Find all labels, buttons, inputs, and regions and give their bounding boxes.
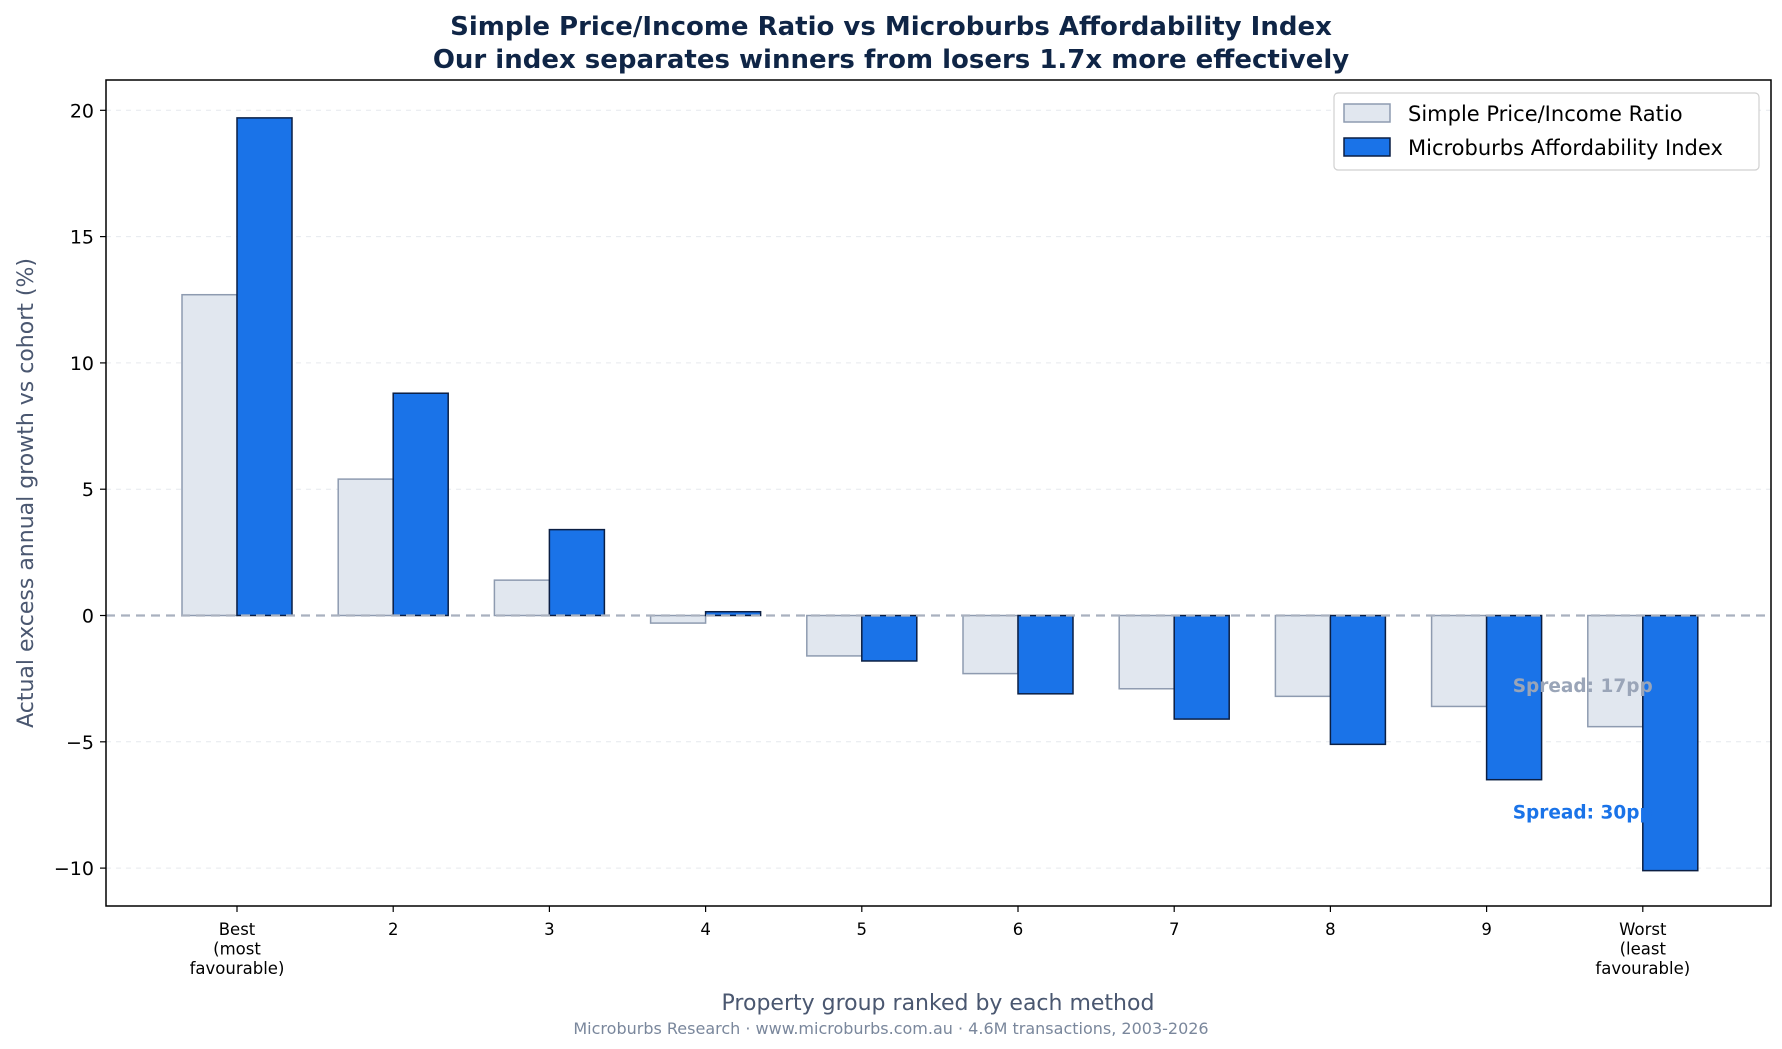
bar-series-0 <box>337 478 394 617</box>
y-tick-label: 10 <box>70 353 94 375</box>
plot-area-frame <box>105 79 1772 907</box>
bar-series-0 <box>962 614 1019 675</box>
bar-series-1 <box>1173 614 1230 720</box>
bar-series-0 <box>649 614 707 624</box>
y-axis-label: Actual excess annual growth vs cohort (%… <box>14 258 39 728</box>
bar-series-0 <box>1587 614 1644 728</box>
y-tick-label: 15 <box>70 227 94 249</box>
x-tick-label: 9 <box>1481 920 1492 939</box>
bar-series-0 <box>806 614 863 657</box>
bar-series-1 <box>704 610 762 617</box>
legend-label-series-1: Microburbs Affordability Index <box>1408 136 1723 160</box>
footer-source: Microburbs Research · www.microburbs.com… <box>573 1019 1208 1038</box>
legend-swatch-series-1 <box>1343 137 1391 157</box>
x-tick-label: 2 <box>388 920 399 939</box>
bar-series-1 <box>1329 614 1387 746</box>
bar-series-0 <box>1274 614 1332 698</box>
y-tick-label: 5 <box>82 479 94 501</box>
bar-series-1 <box>236 117 293 617</box>
y-axis-ticks: 20 15 10 5 0 −5 −10 <box>54 100 106 880</box>
bar-series-1 <box>861 614 918 662</box>
x-tick-label: Best (most favourable) <box>190 920 285 978</box>
bar-series-1 <box>1017 614 1074 695</box>
x-tick-label: 6 <box>1013 920 1024 939</box>
x-tick-label: 5 <box>857 920 868 939</box>
y-tick-label: 0 <box>82 606 94 628</box>
bar-series-0 <box>1430 614 1488 708</box>
bar-series-0 <box>181 293 238 617</box>
x-tick-label: 3 <box>544 920 555 939</box>
x-tick-label: 8 <box>1325 920 1336 939</box>
chart-title-line1: Simple Price/Income Ratio vs Microburbs … <box>450 12 1332 42</box>
y-tick-label: 20 <box>70 100 94 122</box>
chart-title-line2: Our index separates winners from losers … <box>433 45 1349 75</box>
bars <box>181 117 1699 872</box>
legend-label-series-0: Simple Price/Income Ratio <box>1408 102 1683 126</box>
y-tick-label: −5 <box>66 732 94 754</box>
bar-series-0 <box>493 579 551 617</box>
bar-series-1 <box>1485 614 1543 781</box>
x-axis-ticks: Best (most favourable) 2 3 4 5 6 7 8 9 Worst (least f… <box>190 906 1690 978</box>
spread-annotation: Spread: 17pp <box>1513 676 1653 697</box>
x-axis-label: Property group ranked by each method <box>722 991 1155 1016</box>
bar-series-1 <box>1642 614 1699 872</box>
bar-series-1 <box>548 528 606 617</box>
legend-swatch-series-0 <box>1343 103 1391 123</box>
y-tick-label: −10 <box>54 858 94 880</box>
x-tick-label: Worst (least favourable) <box>1595 920 1690 978</box>
legend-frame <box>1333 92 1760 171</box>
bar-series-0 <box>1118 614 1175 690</box>
legend: Simple Price/Income Ratio Microburbs Aff… <box>1333 92 1760 171</box>
spread-annotation: Spread: 30pp <box>1513 802 1653 823</box>
bar-series-1 <box>392 392 449 617</box>
gridlines <box>106 109 1771 869</box>
annotations: Spread: 17pp Spread: 30pp <box>1513 676 1653 823</box>
x-tick-label: 4 <box>700 920 711 939</box>
x-tick-label: 7 <box>1169 920 1180 939</box>
